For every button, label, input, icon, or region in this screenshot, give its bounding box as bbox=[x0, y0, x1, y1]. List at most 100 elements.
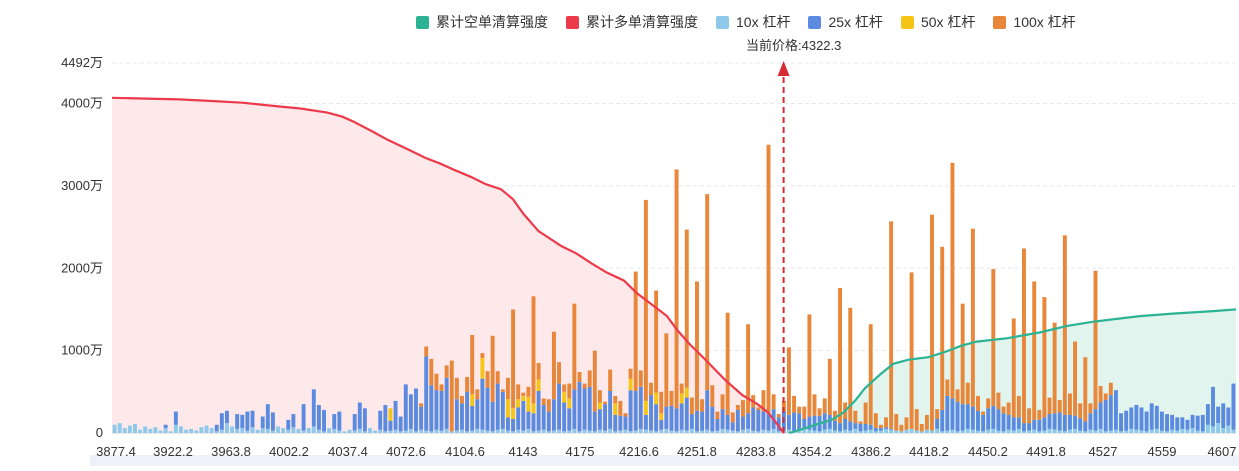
legend-item-lev50[interactable]: 50x 杠杆 bbox=[900, 12, 975, 32]
y-tick-label: 2000万 bbox=[61, 260, 103, 275]
bar-lev25 bbox=[720, 409, 725, 429]
bar-lev10 bbox=[225, 423, 229, 433]
bar-lev25 bbox=[1011, 417, 1016, 431]
bar-lev10 bbox=[572, 428, 577, 433]
bar-lev25 bbox=[628, 390, 633, 432]
bar-lev25 bbox=[664, 406, 669, 429]
bar-lev25 bbox=[235, 414, 240, 429]
bar-lev100 bbox=[516, 384, 521, 400]
bar-lev25 bbox=[1113, 390, 1118, 430]
bar-lev100 bbox=[567, 383, 572, 399]
bar-lev100 bbox=[1032, 281, 1037, 420]
bar-lev100 bbox=[873, 413, 878, 429]
legend-swatch bbox=[416, 15, 429, 29]
bar-lev10 bbox=[970, 429, 975, 433]
bar-lev10 bbox=[419, 429, 424, 433]
bar-lev100 bbox=[1093, 270, 1098, 410]
bar-lev10 bbox=[383, 431, 388, 433]
bar-lev25 bbox=[878, 428, 883, 431]
x-tick-label: 4418.2 bbox=[909, 444, 949, 459]
bar-lev25 bbox=[710, 406, 715, 432]
bar-lev10 bbox=[1052, 429, 1057, 433]
bar-lev25 bbox=[582, 388, 587, 430]
bar-lev50 bbox=[597, 402, 602, 410]
x-axis-band bbox=[90, 455, 1239, 466]
bar-lev25 bbox=[250, 410, 255, 428]
bar-lev100 bbox=[919, 423, 924, 432]
legend-item-lev25[interactable]: 25x 杠杆 bbox=[808, 12, 883, 32]
bar-lev100 bbox=[490, 335, 495, 402]
legend-item-long[interactable]: 累计多单清算强度 bbox=[566, 12, 698, 32]
bar-lev10 bbox=[204, 425, 209, 433]
bar-lev25 bbox=[562, 402, 567, 432]
bar-lev25 bbox=[1088, 413, 1093, 430]
bar-lev25 bbox=[531, 413, 536, 432]
bar-lev10 bbox=[710, 431, 715, 433]
bar-lev50 bbox=[511, 408, 516, 419]
bar-lev25 bbox=[245, 411, 250, 431]
bar-lev100 bbox=[521, 392, 526, 396]
legend-item-lev10[interactable]: 10x 杠杆 bbox=[716, 12, 790, 32]
bar-lev10 bbox=[434, 429, 439, 433]
bar-lev10 bbox=[1016, 428, 1021, 433]
bar-lev100 bbox=[419, 403, 424, 407]
bar-lev25 bbox=[797, 413, 802, 431]
bar-lev25 bbox=[301, 404, 306, 431]
bar-lev25 bbox=[485, 387, 490, 431]
bar-lev100 bbox=[761, 390, 766, 412]
bar-lev10 bbox=[715, 430, 720, 433]
bar-lev10 bbox=[1180, 428, 1185, 433]
bar-lev10 bbox=[127, 425, 132, 433]
bar-lev10 bbox=[148, 428, 153, 433]
bar-lev25 bbox=[439, 390, 444, 431]
bar-lev100 bbox=[592, 350, 597, 412]
legend-label: 累计空单清算强度 bbox=[436, 14, 548, 30]
bar-lev25 bbox=[838, 423, 842, 432]
bar-lev25 bbox=[807, 416, 812, 430]
bar-lev100 bbox=[730, 412, 735, 423]
bar-lev10 bbox=[414, 431, 418, 433]
bar-lev100 bbox=[817, 408, 822, 416]
legend-item-lev100[interactable]: 100x 杠杆 bbox=[993, 12, 1076, 32]
bar-lev25 bbox=[465, 391, 470, 432]
bar-lev100 bbox=[746, 324, 751, 414]
bar-lev25 bbox=[1119, 413, 1123, 432]
bar-lev10 bbox=[480, 429, 485, 433]
bar-lev10 bbox=[705, 429, 710, 433]
bar-lev100 bbox=[582, 383, 587, 389]
bar-lev25 bbox=[955, 401, 960, 432]
bar-lev100 bbox=[597, 390, 602, 403]
bar-lev25 bbox=[587, 386, 592, 431]
bar-lev10 bbox=[500, 428, 505, 433]
bar-lev25 bbox=[1149, 403, 1154, 430]
x-tick-label: 4354.2 bbox=[792, 444, 832, 459]
bar-lev25 bbox=[163, 424, 168, 429]
bar-lev10 bbox=[638, 428, 643, 433]
bar-lev10 bbox=[771, 428, 776, 433]
bar-lev25 bbox=[1016, 417, 1021, 429]
bar-lev10 bbox=[1165, 431, 1169, 433]
bar-lev100 bbox=[454, 377, 459, 400]
bar-lev25 bbox=[613, 414, 618, 432]
bar-lev100 bbox=[965, 382, 970, 405]
bar-lev10 bbox=[449, 431, 454, 433]
y-tick-label: 1000万 bbox=[61, 343, 103, 358]
bar-lev10 bbox=[1134, 429, 1139, 433]
bar-lev25 bbox=[725, 414, 730, 430]
bar-lev100 bbox=[500, 389, 505, 392]
bar-lev10 bbox=[1032, 429, 1037, 433]
bar-lev10 bbox=[832, 430, 837, 433]
bar-lev25 bbox=[960, 404, 965, 431]
bar-lev25 bbox=[659, 419, 664, 430]
bar-lev25 bbox=[792, 412, 797, 432]
bar-lev25 bbox=[475, 399, 480, 429]
bar-lev10 bbox=[1185, 429, 1190, 433]
bar-lev100 bbox=[536, 362, 541, 380]
bar-lev100 bbox=[700, 399, 705, 412]
legend-item-short[interactable]: 累计空单清算强度 bbox=[416, 12, 548, 32]
bar-lev25 bbox=[567, 408, 572, 431]
bar-lev25 bbox=[454, 399, 459, 431]
bar-lev25 bbox=[500, 391, 505, 429]
